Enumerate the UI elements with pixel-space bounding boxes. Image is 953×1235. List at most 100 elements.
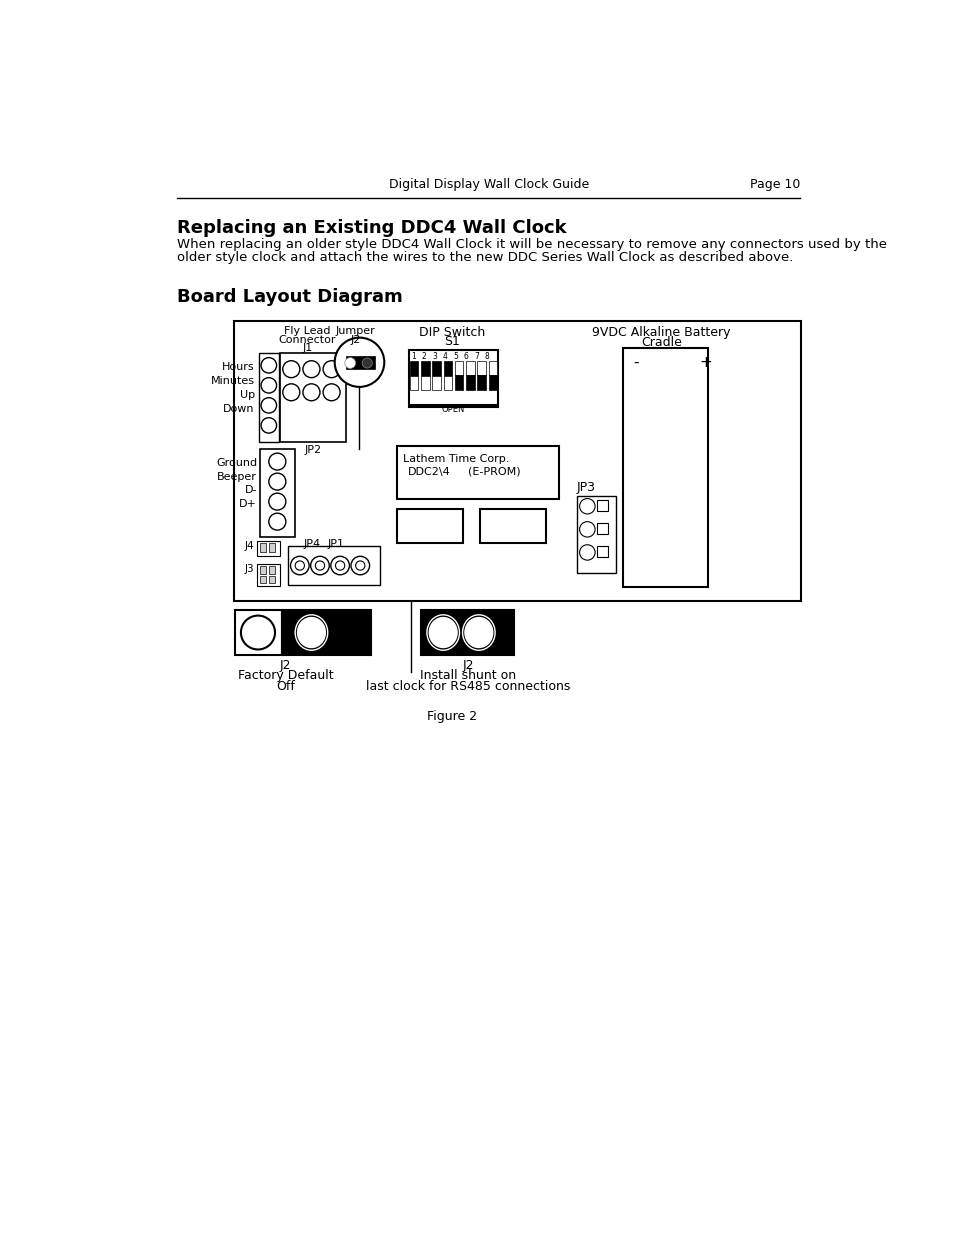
Text: JP4: JP4 [303,540,320,550]
Bar [597,524,608,534]
Text: JP3: JP3 [576,480,595,494]
Bar [597,500,608,511]
Text: older style clock and attach the wires to the new DDC Series Wall Clock as descr: older style clock and attach the wires t… [177,251,793,263]
Text: 5: 5 [453,352,457,362]
Circle shape [269,493,286,510]
Circle shape [351,556,369,574]
Bar [269,576,274,583]
Bar [235,610,282,655]
Bar [421,610,514,655]
Text: Beeper: Beeper [217,472,257,482]
Text: J2: J2 [350,336,360,346]
Circle shape [331,556,349,574]
Bar [622,348,707,587]
Circle shape [261,358,276,373]
Text: Up: Up [239,390,254,400]
Circle shape [323,384,340,401]
Text: S1: S1 [444,336,460,348]
Text: last clock for RS485 connections: last clock for RS485 connections [365,679,570,693]
Text: J2: J2 [462,658,474,672]
Text: Ground: Ground [215,458,257,468]
Bar [480,509,546,543]
Text: Lathem Time Corp.: Lathem Time Corp. [402,454,509,464]
Bar [280,353,346,442]
Text: Board Layout Diagram: Board Layout Diagram [177,288,403,306]
Text: Jumper: Jumper [335,326,375,336]
Text: Figure 2: Figure 2 [427,710,477,724]
Bar [466,361,474,374]
Ellipse shape [427,615,459,651]
Bar [410,361,418,377]
Text: 1: 1 [411,352,416,362]
Text: Page 10: Page 10 [749,178,800,190]
Text: Factory Default: Factory Default [238,668,334,682]
Ellipse shape [429,618,456,647]
Circle shape [579,545,595,561]
Bar [269,567,274,574]
Circle shape [355,561,365,571]
Bar [257,564,280,585]
Circle shape [282,384,299,401]
Circle shape [294,561,304,571]
Bar [455,361,463,374]
Bar [443,377,452,390]
Circle shape [291,556,309,574]
Bar [288,546,379,585]
Bar [259,576,266,583]
Bar [258,353,278,442]
Bar [257,541,280,556]
Bar [259,567,266,574]
Text: Down: Down [223,404,254,414]
Bar [396,446,558,499]
Bar [396,509,462,543]
Text: D+: D+ [239,499,257,509]
Text: J2: J2 [280,658,292,672]
Circle shape [315,561,324,571]
Ellipse shape [465,618,492,647]
Text: Minutes: Minutes [211,377,254,387]
Bar [233,321,801,601]
Circle shape [344,358,355,368]
Circle shape [282,361,299,378]
Text: OPEN: OPEN [441,405,464,414]
Text: 6: 6 [463,352,468,362]
Text: JP1: JP1 [328,540,344,550]
Bar [259,543,266,552]
Text: 3: 3 [432,352,436,362]
Bar [577,496,616,573]
Circle shape [335,337,384,387]
Text: Off: Off [276,679,295,693]
Ellipse shape [462,615,495,651]
Bar [597,546,608,557]
Text: Replacing an Existing DDC4 Wall Clock: Replacing an Existing DDC4 Wall Clock [177,219,566,237]
Ellipse shape [297,618,325,647]
Circle shape [303,384,319,401]
Bar [260,448,294,537]
Bar [466,374,474,390]
Bar [476,374,485,390]
Circle shape [269,473,286,490]
Circle shape [241,615,274,650]
Text: +: + [699,354,711,369]
Bar [269,543,274,552]
Text: 7: 7 [474,352,478,362]
Text: D-: D- [244,485,257,495]
Circle shape [269,453,286,471]
Text: 4: 4 [442,352,447,362]
Text: 9VDC Alkaline Battery: 9VDC Alkaline Battery [592,326,730,340]
Text: Connector: Connector [278,335,336,345]
Bar [410,377,418,390]
Text: DDC2\4: DDC2\4 [407,467,450,477]
Circle shape [579,521,595,537]
Text: -: - [633,354,638,369]
Text: J4: J4 [245,541,254,551]
Bar [432,361,440,377]
Text: 2: 2 [421,352,426,362]
Bar [409,350,497,405]
Circle shape [579,499,595,514]
Circle shape [303,361,319,378]
Circle shape [311,556,329,574]
Text: When replacing an older style DDC4 Wall Clock it will be necessary to remove any: When replacing an older style DDC4 Wall … [177,237,886,251]
Bar [488,374,497,390]
Bar [420,361,429,377]
